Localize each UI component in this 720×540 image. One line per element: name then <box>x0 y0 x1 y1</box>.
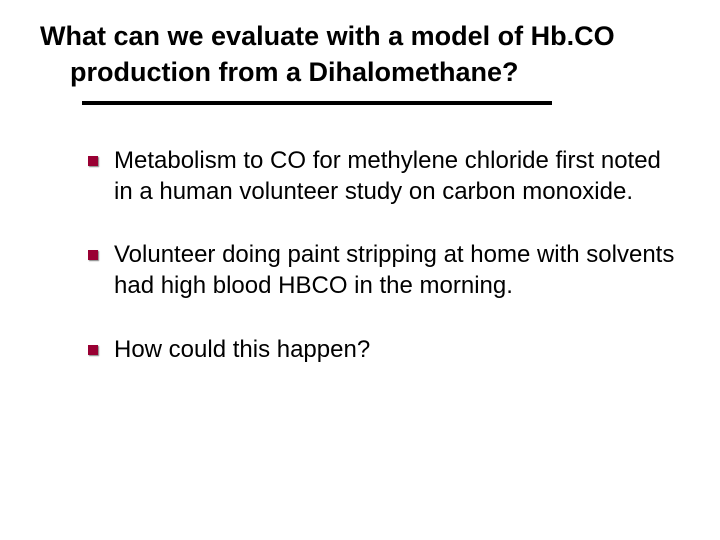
list-item: Volunteer doing paint stripping at home … <box>88 239 680 301</box>
bullet-text: How could this happen? <box>114 336 370 363</box>
bullet-text: Metabolism to CO for methylene chloride … <box>114 147 661 205</box>
bullet-icon <box>88 250 98 260</box>
title-line-2: production from a Dihalomethane? <box>40 54 680 90</box>
title-underline <box>82 101 552 105</box>
list-item: Metabolism to CO for methylene chloride … <box>88 145 680 207</box>
bullet-text: Volunteer doing paint stripping at home … <box>114 241 674 299</box>
bullet-icon <box>88 345 98 355</box>
list-item: How could this happen? <box>88 334 680 365</box>
bullet-icon <box>88 156 98 166</box>
slide-title: What can we evaluate with a model of Hb.… <box>40 18 680 91</box>
bullet-list: Metabolism to CO for methylene chloride … <box>40 145 680 365</box>
title-line-1: What can we evaluate with a model of Hb.… <box>40 18 680 54</box>
